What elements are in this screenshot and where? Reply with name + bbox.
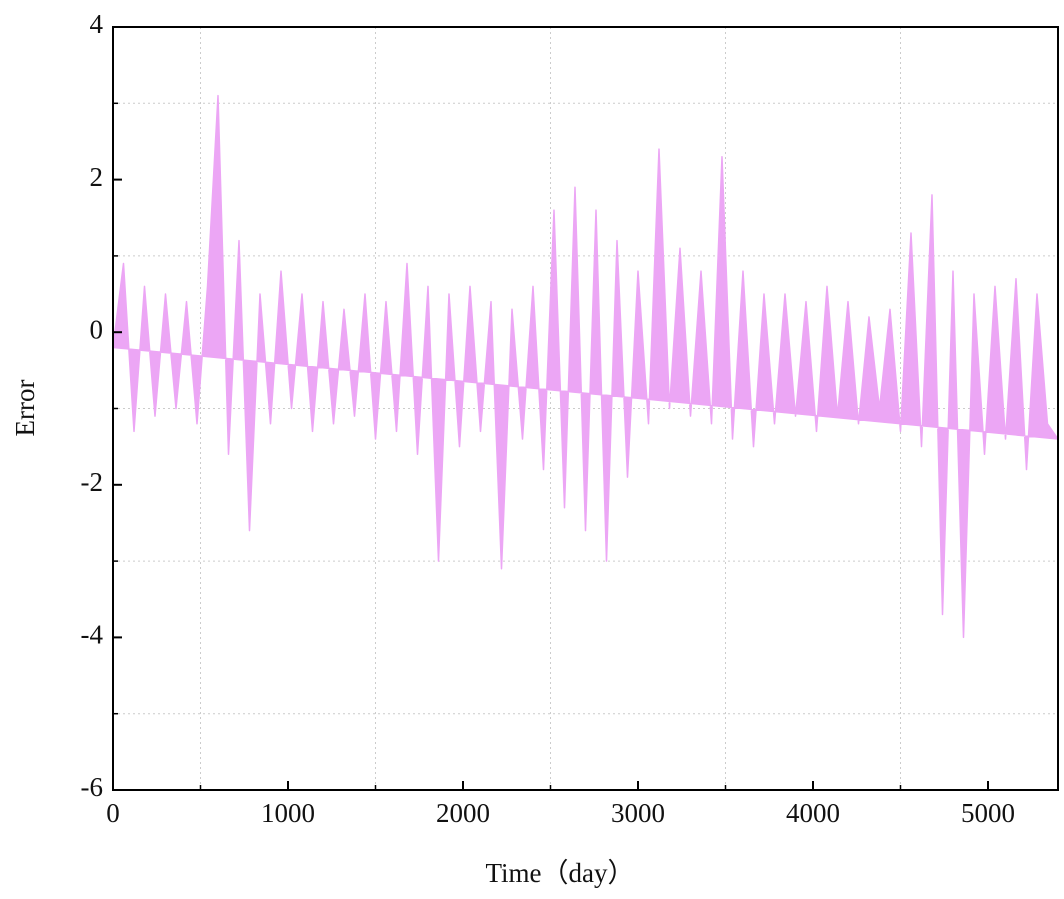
y-tick-label: 0 [90,314,104,344]
y-axis-label: Error [10,380,40,437]
y-tick-label: -6 [81,772,104,802]
x-axis-label: Time（day） [485,858,634,888]
x-tick-label: 2000 [436,798,490,828]
y-tick-label: -4 [81,620,104,650]
x-tick-label: 1000 [261,798,315,828]
y-tick-label: 2 [90,162,104,192]
x-tick-label: 4000 [786,798,840,828]
plot-frame [112,26,1059,791]
x-tick-label: 0 [106,798,120,828]
x-tick-label: 3000 [611,798,665,828]
y-tick-label: -2 [81,467,104,497]
x-tick-label: 5000 [961,798,1015,828]
y-tick-label: 4 [90,9,104,39]
data-line [112,94,1059,639]
